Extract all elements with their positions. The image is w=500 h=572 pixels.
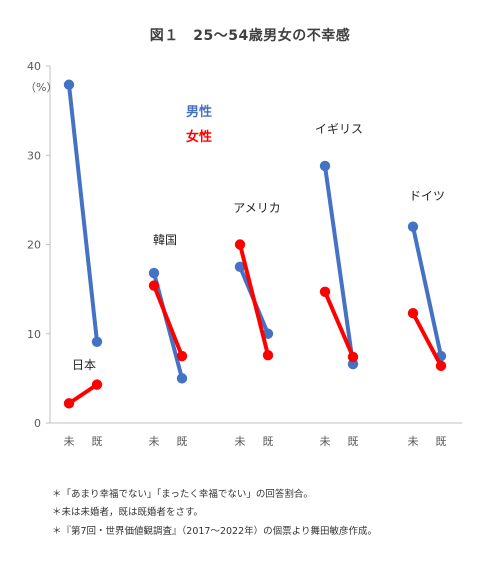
y-axis-unit: （%） [25,81,57,94]
data-point [347,351,359,363]
series-line [238,242,270,358]
y-tick-label: 40 [27,60,41,73]
y-tick-label: 30 [27,149,41,162]
x-tick-label: 既 [263,435,274,448]
footnote-1: ＊「あまり幸福でない」「まったく幸福でない」の回答割合。 [52,489,313,500]
y-tick-label: 0 [34,417,41,430]
data-point [176,350,188,362]
series-line [411,224,443,359]
data-point [347,358,359,370]
x-tick-label: 既 [348,435,359,448]
group-label: ドイツ [409,189,445,203]
data-point [176,373,188,384]
series-line [323,289,355,359]
data-point [63,398,75,409]
data-point [234,239,246,250]
data-point [407,308,419,319]
data-point [435,360,447,372]
data-point [148,280,160,291]
x-tick-label: 未 [64,435,75,448]
data-point [91,336,103,347]
x-tick-label: 未 [408,435,419,448]
series-line [67,82,99,344]
x-tick-label: 未 [320,435,331,448]
data-point [319,160,331,172]
data-point [148,267,160,279]
series-line [152,283,184,359]
group-label: 日本 [72,358,96,372]
y-tick-label: 20 [27,239,41,252]
data-point [407,221,419,232]
series-line [411,311,443,368]
x-tick-label: 未 [235,435,246,448]
footnote-2: ＊未は未婚者，既は既婚者をさす。 [52,507,204,518]
series-line [323,163,355,367]
data-point [262,328,274,339]
x-tick-label: 既 [436,435,447,448]
data-point [234,261,246,273]
y-tick-label: 10 [27,328,41,341]
x-tick-label: 既 [177,435,188,448]
data-point [63,79,75,90]
group-label: イギリス [315,122,363,136]
series-line [67,382,99,406]
legend-female: 女性 [186,129,212,145]
group-label: アメリカ [233,201,280,215]
data-point [262,349,274,361]
footnote-3: ＊『第7回・世界価値観調査』（2017～2022年）の個票より舞田敏彦作成。 [52,526,377,537]
data-point [91,379,103,390]
x-tick-label: 未 [149,435,160,448]
group-label: 韓国 [153,233,177,247]
data-point [319,286,331,298]
legend-male: 男性 [186,104,212,120]
x-tick-label: 既 [92,435,103,448]
chart-title: 図１ 25～54歳男女の不幸感 [149,28,351,44]
